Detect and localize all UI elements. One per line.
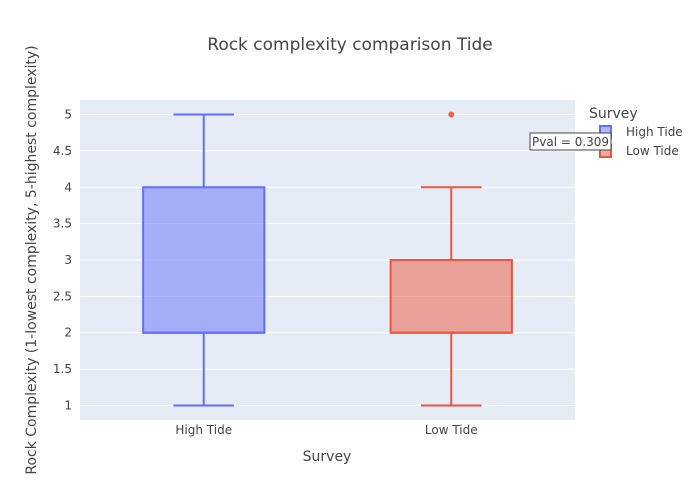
chart-title: Rock complexity comparison Tide [207,35,492,55]
legend-item-label: High Tide [626,125,683,139]
legend-item-label: Low Tide [626,144,679,158]
y-tick-label: 4.5 [53,144,72,158]
outlier-point [448,111,455,118]
x-tick-label: Low Tide [425,423,478,437]
y-tick-label: 1 [64,398,72,412]
y-tick-label: 1.5 [53,362,72,376]
annotation-box [529,132,612,151]
y-tick-label: 3.5 [53,217,72,231]
pvalue-annotation: Pval = 0.309 [529,132,612,151]
y-tick-label: 3 [64,253,72,267]
legend: Survey High Tide Low Tide [589,106,683,158]
y-tick-labels: 1 1.5 2 2.5 3 3.5 4 4.5 5 [53,108,72,413]
box-high-tide [142,113,266,407]
y-tick-label: 5 [64,108,72,122]
x-axis-title: Survey [303,449,352,465]
box-low-tide [389,111,513,407]
y-axis-title: Rock Complexity (1-lowest complexity, 5-… [24,45,40,474]
iqr-box [142,186,266,334]
y-tick-label: 2.5 [53,289,72,303]
annotation-text: Pval = 0.309 [532,135,609,149]
y-tick-label: 4 [64,180,72,194]
x-tick-label: High Tide [175,423,232,437]
x-tick-labels: High Tide Low Tide [175,423,477,437]
legend-title: Survey [589,106,638,122]
boxes [142,111,513,407]
iqr-box [389,259,513,334]
y-tick-label: 2 [64,326,72,340]
